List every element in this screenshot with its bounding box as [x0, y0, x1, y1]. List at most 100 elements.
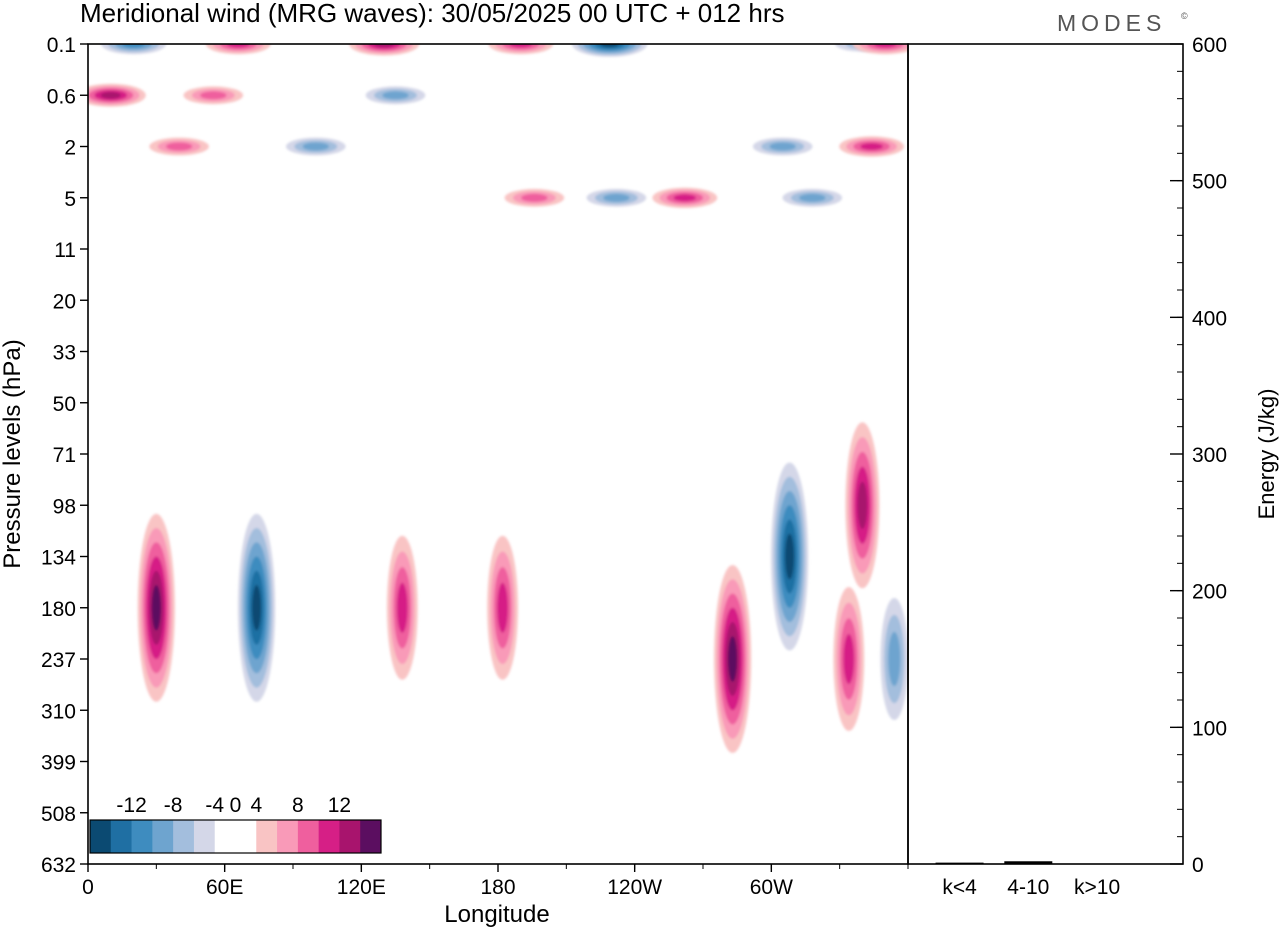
- colorbar-swatch: [214, 820, 236, 853]
- wind-anomaly: [652, 187, 718, 208]
- energy-category-label: k>10: [1074, 876, 1120, 899]
- wind-anomaly: [365, 86, 426, 105]
- wind-anomaly: [771, 462, 809, 651]
- y-tick-label: 0.6: [47, 85, 76, 108]
- wind-anomaly: [572, 44, 648, 57]
- y-tick-label: 98: [53, 495, 76, 518]
- y-axis-label: Pressure levels (hPa): [0, 339, 26, 568]
- contour-band: [888, 631, 901, 687]
- colorbar-swatch: [131, 820, 153, 853]
- energy-category-label: 4-10: [1007, 876, 1049, 899]
- contour-band: [252, 585, 262, 631]
- colorbar: -12 -8 -4 0 4 8 12: [89, 794, 382, 854]
- wind-anomaly: [349, 44, 420, 56]
- y-tick-label: 310: [41, 700, 76, 723]
- wind-anomaly: [586, 188, 647, 207]
- wind-anomaly: [137, 513, 175, 702]
- colorbar-swatch: [90, 820, 112, 853]
- contour-band: [843, 634, 855, 684]
- contour-band: [873, 44, 897, 48]
- colorbar-swatch: [277, 820, 299, 853]
- x-tick-label: 120W: [607, 876, 662, 899]
- colorbar-frame: [89, 819, 382, 854]
- colorbar-swatch: [297, 820, 320, 853]
- wind-anomaly: [714, 565, 752, 753]
- wind-anomaly: [88, 83, 146, 107]
- wind-anomaly: [487, 535, 518, 680]
- contour-band: [382, 91, 409, 100]
- contour-band: [165, 142, 193, 151]
- energy-tick-label: 100: [1192, 717, 1227, 740]
- y-tick-label: 5: [64, 188, 76, 211]
- y-tick-label: 20: [53, 290, 76, 313]
- y-tick-label: 33: [53, 342, 76, 365]
- contour-band: [673, 194, 697, 202]
- energy-tick-label: 400: [1192, 307, 1227, 330]
- colorbar-tick-label: 0: [230, 794, 242, 817]
- y-tick-label: 180: [41, 598, 76, 621]
- energy-axis: 0 100 200 300 400 500 600: [1170, 34, 1227, 877]
- energy-bars: k<4 4-10 k>10: [935, 861, 1120, 899]
- wind-anomaly: [782, 188, 843, 207]
- wind-anomaly: [183, 86, 244, 105]
- wind-anomaly: [839, 136, 904, 157]
- wind-anomaly: [488, 44, 554, 55]
- wind-anomaly: [845, 422, 880, 589]
- contour-band: [860, 143, 883, 150]
- x-axis-label: Longitude: [444, 901, 549, 928]
- x-tick-label: 0: [82, 876, 94, 899]
- contour-band: [122, 44, 145, 48]
- y-tick-label: 237: [41, 649, 76, 672]
- wind-anomaly: [238, 513, 276, 702]
- energy-tick-label: 500: [1192, 171, 1227, 194]
- contour-band: [799, 193, 826, 202]
- modes-logo: MODES ©: [1057, 10, 1188, 36]
- wind-anomaly: [852, 44, 908, 55]
- energy-panel-frame: [907, 43, 1184, 865]
- wind-anomaly: [504, 188, 565, 207]
- x-tick-label: 60E: [206, 876, 243, 899]
- x-tick-label: 120E: [337, 876, 386, 899]
- wind-anomaly: [386, 535, 418, 680]
- contour-band: [769, 142, 796, 151]
- colorbar-swatch: [235, 820, 257, 853]
- y-tick-label: 399: [41, 752, 76, 775]
- colorbar-swatch: [256, 820, 278, 853]
- wind-anomaly: [205, 44, 271, 55]
- x-axis: 0 60E 120E 180 120W 60W: [82, 864, 909, 899]
- energy-category-label: k<4: [942, 876, 977, 899]
- contour-band: [151, 585, 161, 631]
- colorbar-tick-label: 12: [328, 794, 351, 817]
- colorbar-swatch: [318, 820, 340, 853]
- y-tick-label: 134: [41, 547, 76, 570]
- contour-band: [396, 582, 408, 633]
- contour-band: [728, 636, 738, 682]
- energy-axis-label: Energy (J/kg): [1254, 389, 1279, 520]
- y-tick-label: 50: [53, 393, 76, 416]
- energy-tick-label: 600: [1192, 34, 1227, 57]
- colorbar-swatch: [339, 820, 361, 853]
- colorbar-tick-label: 4: [250, 794, 262, 817]
- contour-band: [200, 91, 227, 100]
- colorbar-swatch: [173, 820, 195, 853]
- contour-band: [227, 44, 250, 48]
- chart-title: Meridional wind (MRG waves): 30/05/2025 …: [80, 0, 785, 28]
- colorbar-swatch: [193, 820, 216, 853]
- contour-band: [100, 92, 121, 99]
- colorbar-swatch: [152, 820, 174, 853]
- y-tick-label: 71: [53, 444, 76, 467]
- contour-band: [302, 142, 329, 151]
- colorbar-swatch: [360, 820, 382, 853]
- wind-anomaly: [880, 598, 908, 720]
- wind-anomaly: [101, 44, 166, 55]
- y-tick-label: 0.1: [47, 34, 76, 57]
- wind-anomaly: [752, 137, 813, 156]
- wind-anomaly: [833, 587, 865, 731]
- energy-tick-label: 0: [1192, 854, 1204, 877]
- contour-band: [374, 44, 395, 48]
- energy-tick-label: 200: [1192, 581, 1227, 604]
- x-tick-label: 60W: [750, 876, 793, 899]
- y-tick-label: 508: [41, 803, 76, 826]
